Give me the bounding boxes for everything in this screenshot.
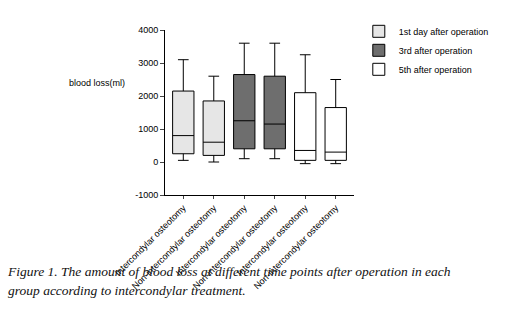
svg-text:0: 0 — [153, 157, 158, 167]
svg-text:5th after operation: 5th after operation — [399, 65, 472, 75]
svg-text:blood loss(ml): blood loss(ml) — [69, 78, 125, 88]
svg-text:3rd after operation: 3rd after operation — [399, 46, 473, 56]
svg-text:1000: 1000 — [138, 124, 158, 134]
svg-text:4000: 4000 — [138, 25, 158, 35]
svg-text:1st day after operation: 1st day after operation — [399, 27, 489, 37]
svg-text:2000: 2000 — [138, 91, 158, 101]
svg-text:3000: 3000 — [138, 58, 158, 68]
svg-text:-1000: -1000 — [135, 190, 158, 200]
